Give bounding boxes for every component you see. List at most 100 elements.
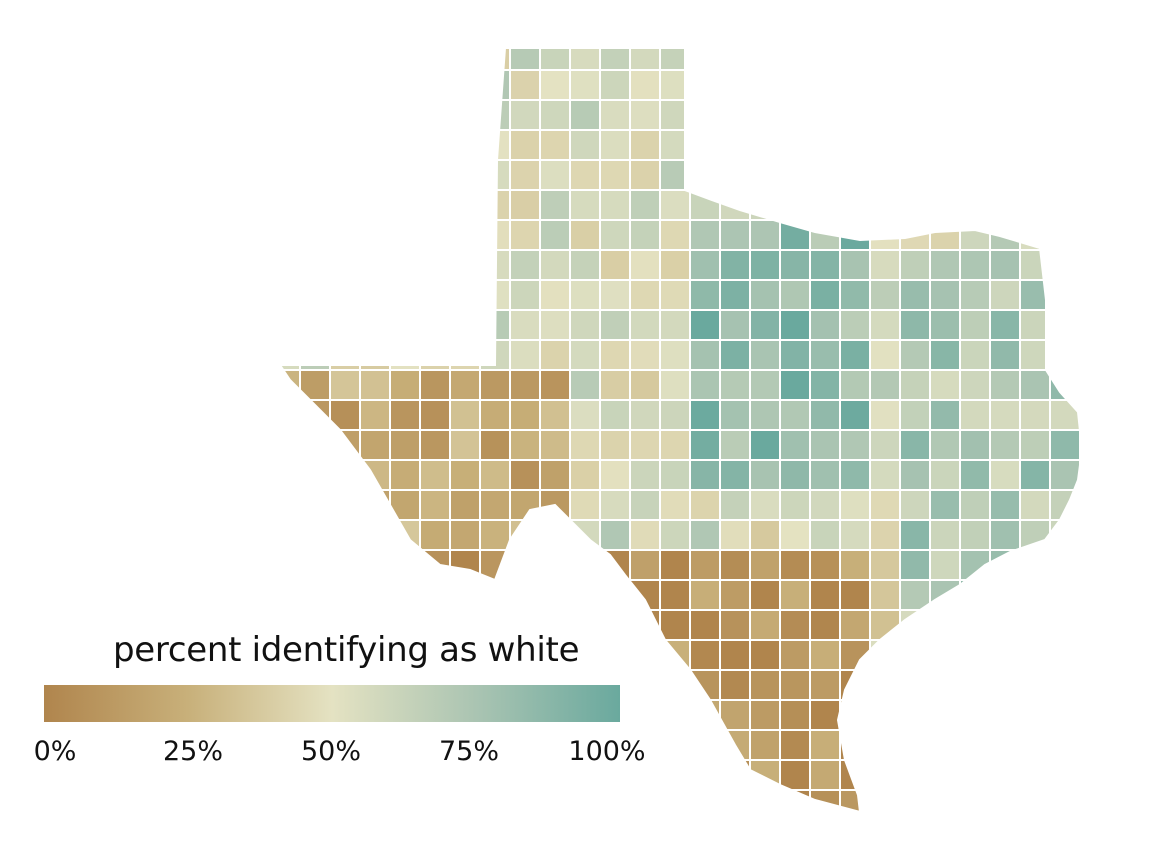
county-shape [449,369,481,401]
county-shape [959,279,991,311]
county-shape [569,279,601,311]
county-shape [779,369,811,401]
county-shape [809,69,841,101]
county-shape [929,399,961,431]
county-shape [899,699,931,731]
county-shape [809,729,841,761]
county-shape [719,519,751,551]
county-shape [989,249,1021,281]
county-shape [719,159,751,191]
county-shape [1049,579,1081,611]
county-shape [1049,489,1081,521]
county-shape [569,249,601,281]
county-shape [329,789,361,812]
county-shape [929,48,961,71]
county-shape [749,789,781,812]
county-shape [1019,159,1051,191]
county-shape [299,69,331,101]
county-shape [629,549,661,581]
county-shape [539,279,571,311]
county-shape [1019,69,1051,101]
county-shape [449,429,481,461]
county-shape [1079,729,1082,761]
county-shape [959,729,991,761]
county-shape [929,729,961,761]
county-shape [599,189,631,221]
county-shape [629,459,661,491]
county-shape [719,429,751,461]
county-shape [359,759,391,791]
county-shape [509,759,541,791]
county-shape [659,279,691,311]
county-shape [569,99,601,131]
county-shape [629,249,661,281]
county-shape [1079,519,1082,551]
county-shape [629,279,661,311]
county-shape [749,159,781,191]
county-shape [1019,549,1051,581]
county-shape [1019,699,1051,731]
county-shape [809,309,841,341]
county-shape [449,48,481,71]
county-shape [809,399,841,431]
county-shape [839,489,871,521]
county-shape [299,189,331,221]
county-shape [959,699,991,731]
county-shape [839,399,871,431]
county-shape [749,369,781,401]
county-shape [509,159,541,191]
county-shape [719,369,751,401]
county-shape [1079,189,1082,221]
county-shape [359,789,391,812]
county-shape [929,549,961,581]
county-shape [869,729,901,761]
county-shape [419,309,451,341]
county-shape [809,609,841,641]
county-shape [479,69,511,101]
county-shape [1019,249,1051,281]
county-shape [599,369,631,401]
county-shape [329,309,361,341]
county-shape [280,69,301,101]
county-shape [779,669,811,701]
county-shape [869,129,901,161]
county-shape [899,489,931,521]
county-shape [280,309,301,341]
county-shape [299,429,331,461]
county-shape [1079,489,1082,521]
county-shape [280,129,301,161]
county-shape [1019,789,1051,812]
county-shape [509,429,541,461]
county-shape [869,279,901,311]
county-shape [929,99,961,131]
county-shape [629,399,661,431]
county-shape [749,579,781,611]
county-shape [749,99,781,131]
county-shape [749,489,781,521]
county-shape [779,399,811,431]
county-shape [959,369,991,401]
county-shape [899,129,931,161]
county-shape [689,159,721,191]
county-shape [749,429,781,461]
county-shape [899,549,931,581]
county-shape [689,699,721,731]
county-shape [869,669,901,701]
county-shape [449,249,481,281]
county-shape [599,459,631,491]
county-shape [389,549,421,581]
county-shape [599,99,631,131]
county-shape [689,99,721,131]
county-shape [989,399,1021,431]
county-shape [509,549,541,581]
county-shape [779,159,811,191]
county-shape [629,579,661,611]
county-shape [599,399,631,431]
county-shape [659,459,691,491]
county-shape [629,609,661,641]
county-shape [899,159,931,191]
county-shape [989,579,1021,611]
county-shape [989,729,1021,761]
county-shape [569,579,601,611]
